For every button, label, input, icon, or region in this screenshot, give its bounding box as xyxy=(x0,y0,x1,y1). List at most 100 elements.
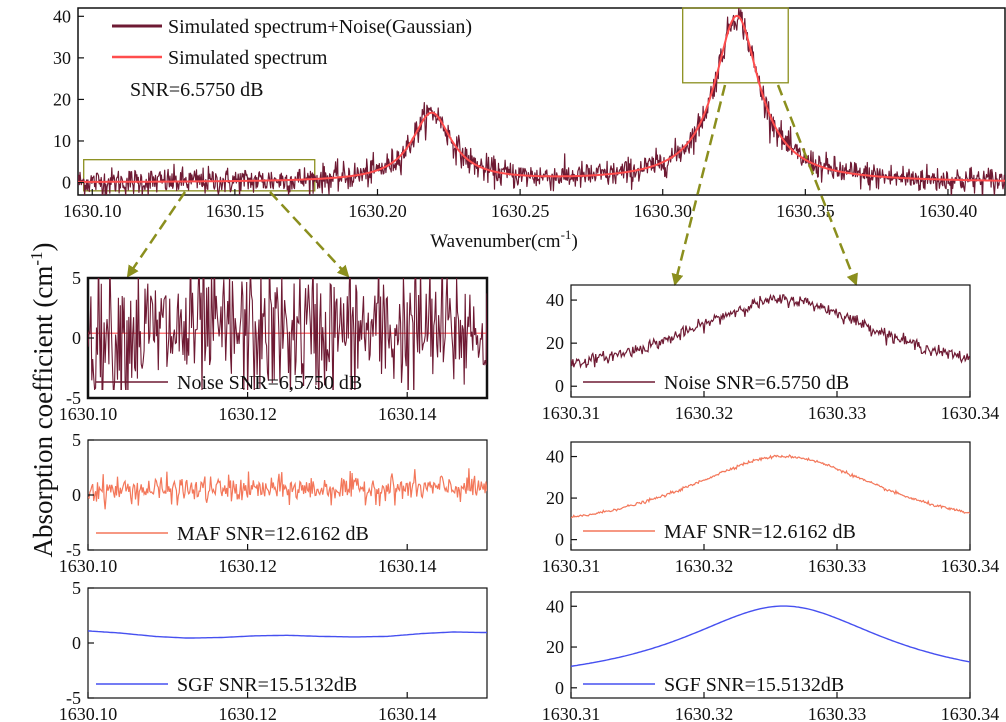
ln-ytick-label: 5 xyxy=(72,268,81,288)
right-noise-ticks: 1630.31 1630.32 1630.33 1630.34 0 20 40 xyxy=(542,290,1000,423)
main-y-ticks: 0 10 20 30 40 xyxy=(53,6,84,193)
main-xtick-label: 1630.35 xyxy=(776,201,835,221)
right-maf-panel: 1630.31 1630.32 1630.33 1630.34 0 20 40 MAF SN… xyxy=(542,441,1000,576)
ln-ytick-label: -5 xyxy=(66,388,81,408)
left-noise-ticks: 1630.10 1630.12 1630.14 -5 0 5 xyxy=(59,268,437,424)
rm-xtick-label: 1630.33 xyxy=(808,556,867,576)
rm-xtick-label: 1630.31 xyxy=(542,556,601,576)
ln-xtick-label: 1630.10 xyxy=(59,404,118,424)
left-noise-panel: 1630.10 1630.12 1630.14 -5 0 5 Noise SNR=6,57… xyxy=(59,268,489,424)
ls-ytick-label: -5 xyxy=(66,688,81,708)
rs-xtick-label: 1630.34 xyxy=(941,704,1000,722)
main-fit-series xyxy=(78,14,1005,183)
left-sgf-ticks: 1630.10 1630.12 1630.14 -5 0 5 xyxy=(59,578,437,722)
main-xtick-label: 1630.10 xyxy=(63,201,122,221)
right-sgf-frame xyxy=(570,591,971,699)
main-ytick-label: 0 xyxy=(62,173,71,193)
rm-ytick-label: 20 xyxy=(546,488,564,508)
ln-xtick-label: 1630.14 xyxy=(378,404,437,424)
lm-ytick-label: 5 xyxy=(72,430,81,450)
main-xlabel: Wavenumber(cm-1) xyxy=(430,227,578,252)
zoom-box-1 xyxy=(83,159,316,192)
legend-fit-label: Simulated spectrum xyxy=(168,47,328,69)
main-xtick-label: 1630.25 xyxy=(491,201,550,221)
rs-xtick-label: 1630.33 xyxy=(808,704,867,722)
main-spectrum-panel: 1630.10 1630.15 1630.20 1630.25 1630.30 1630.… xyxy=(53,6,1006,252)
right-sgf-series xyxy=(571,605,970,667)
main-xtick-label: 1630.30 xyxy=(633,201,692,221)
xlabel-text: Wavenumber(cm xyxy=(430,231,561,252)
rs-ytick-label: 40 xyxy=(546,596,564,616)
main-xtick-label: 1630.40 xyxy=(919,201,978,221)
rn-xtick-label: 1630.32 xyxy=(675,403,734,423)
right-maf-series xyxy=(571,454,970,519)
legend-noise-label: Simulated spectrum+Noise(Gaussian) xyxy=(168,16,472,38)
left-sgf-series xyxy=(88,630,487,639)
left-maf-series xyxy=(88,468,487,510)
xlabel-sup: -1 xyxy=(561,227,572,242)
zoom-box-2 xyxy=(682,7,789,84)
rn-xtick-label: 1630.33 xyxy=(808,403,867,423)
main-plot-frame xyxy=(77,7,1006,196)
left-noise-series xyxy=(88,278,487,390)
right-sgf-panel: 1630.31 1630.32 1630.33 1630.34 0 20 40 SGF SN… xyxy=(542,591,1000,722)
ls-xtick-label: 1630.10 xyxy=(59,704,118,722)
main-xtick-label: 1630.15 xyxy=(206,201,265,221)
ln-xtick-label: 1630.12 xyxy=(218,404,277,424)
rn-ytick-label: 20 xyxy=(546,333,564,353)
main-ytick-label: 20 xyxy=(53,89,71,109)
rm-xtick-label: 1630.34 xyxy=(941,556,1000,576)
ls-xtick-label: 1630.12 xyxy=(218,704,277,722)
rn-ytick-label: 0 xyxy=(555,376,564,396)
left-noise-legend: Noise SNR=6,5750 dB xyxy=(177,372,362,394)
ls-xtick-label: 1630.14 xyxy=(378,704,437,722)
rm-ytick-label: 0 xyxy=(555,530,564,550)
ls-ytick-label: 5 xyxy=(72,578,81,598)
main-ytick-label: 40 xyxy=(53,6,71,26)
main-ytick-label: 10 xyxy=(53,131,71,151)
lm-ytick-label: -5 xyxy=(66,540,81,560)
ylabel-tail: ) xyxy=(28,242,58,251)
arrow-right-b xyxy=(776,84,858,286)
rs-xtick-label: 1630.31 xyxy=(542,704,601,722)
right-noise-panel: 1630.31 1630.32 1630.33 1630.34 0 20 40 Noise … xyxy=(542,284,1000,423)
rm-ytick-label: 40 xyxy=(546,447,564,467)
left-sgf-legend: SGF SNR=15.5132dB xyxy=(177,674,357,696)
main-xtick-label: 1630.20 xyxy=(348,201,407,221)
arrow-right-a xyxy=(671,84,727,286)
rn-ytick-label: 40 xyxy=(546,290,564,310)
rn-xtick-label: 1630.34 xyxy=(941,403,1000,423)
right-maf-legend: MAF SNR=12.6162 dB xyxy=(664,521,856,543)
rs-xtick-label: 1630.32 xyxy=(675,704,734,722)
main-ytick-label: 30 xyxy=(53,48,71,68)
rm-xtick-label: 1630.32 xyxy=(675,556,734,576)
rn-xtick-label: 1630.31 xyxy=(542,403,601,423)
zoom-arrows xyxy=(126,84,858,286)
rs-ytick-label: 20 xyxy=(546,637,564,657)
ls-ytick-label: 0 xyxy=(72,633,81,653)
right-noise-frame xyxy=(570,284,971,398)
arrow-left-b xyxy=(269,191,350,278)
right-noise-series xyxy=(571,293,970,369)
rs-ytick-label: 0 xyxy=(555,678,564,698)
left-maf-legend: MAF SNR=12.6162 dB xyxy=(177,523,369,545)
right-maf-frame xyxy=(570,441,971,551)
left-maf-panel: 1630.10 1630.12 1630.14 -5 0 5 MAF SNR=12.616… xyxy=(59,430,488,576)
xlabel-tail: ) xyxy=(571,231,577,252)
figure-ylabel: Absorption coefficient (cm-1) xyxy=(27,242,58,557)
lm-xtick-label: 1630.12 xyxy=(218,556,277,576)
right-sgf-ticks: 1630.31 1630.32 1630.33 1630.34 0 20 40 xyxy=(542,596,1000,722)
lm-xtick-label: 1630.10 xyxy=(59,556,118,576)
snr-annotation: SNR=6.5750 dB xyxy=(130,79,264,101)
lm-ytick-label: 0 xyxy=(72,485,81,505)
right-noise-legend: Noise SNR=6.5750 dB xyxy=(664,372,849,394)
left-sgf-panel: 1630.10 1630.12 1630.14 -5 0 5 SGF SNR=15.513… xyxy=(59,578,488,722)
right-maf-ticks: 1630.31 1630.32 1630.33 1630.34 0 20 40 xyxy=(542,447,1000,576)
right-sgf-legend: SGF SNR=15.5132dB xyxy=(664,674,844,696)
ln-ytick-label: 0 xyxy=(72,328,81,348)
left-maf-ticks: 1630.10 1630.12 1630.14 -5 0 5 xyxy=(59,430,437,576)
lm-xtick-label: 1630.14 xyxy=(378,556,437,576)
arrow-left-a xyxy=(126,191,187,278)
main-x-ticks: 1630.10 1630.15 1630.20 1630.25 1630.30 1630.… xyxy=(63,189,977,221)
